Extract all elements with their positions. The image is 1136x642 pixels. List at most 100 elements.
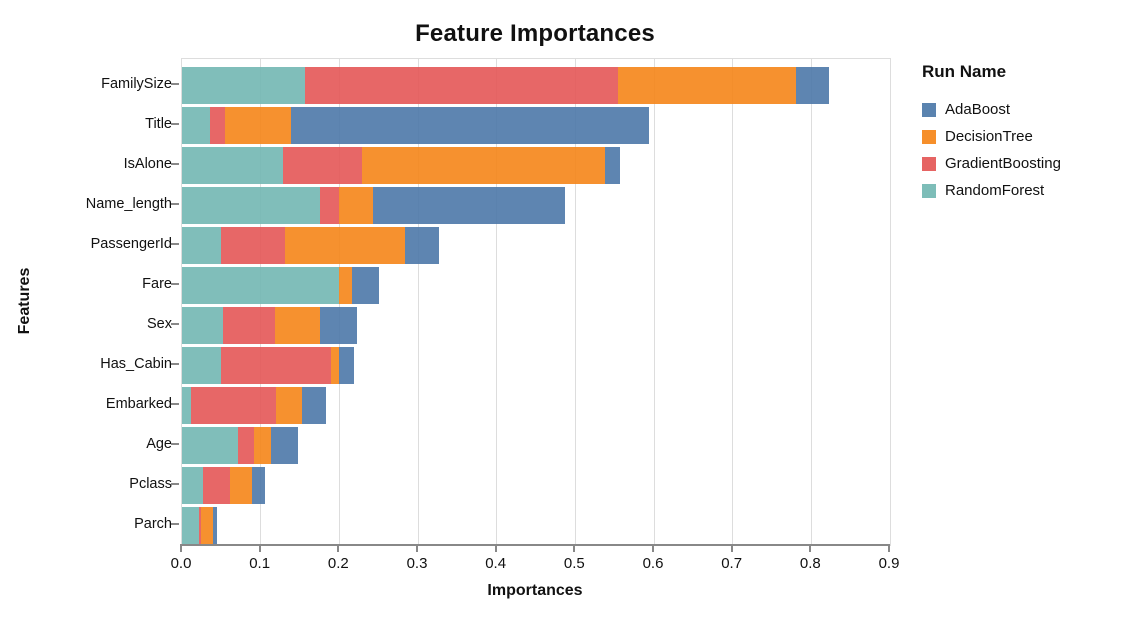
x-tick-label: 0.4 [485, 555, 507, 572]
y-tick [171, 83, 179, 85]
gradientboosting-swatch-icon [922, 156, 936, 171]
x-axis-line [180, 544, 890, 546]
y-tick [171, 123, 179, 125]
bar-segment-gradientboosting [203, 466, 230, 504]
legend-item: RandomForest [922, 177, 1122, 204]
y-tick [171, 243, 179, 245]
bar-segment-decisiontree [285, 226, 405, 264]
randomforest-swatch-icon [922, 183, 936, 198]
bar-segment-decisiontree [339, 186, 374, 224]
x-tick-label: 0.2 [327, 555, 349, 572]
bar-segment-randomforest [182, 186, 321, 224]
chart-title: Feature Importances [415, 20, 655, 47]
bar-segment-gradientboosting [199, 506, 201, 544]
y-tick [171, 363, 179, 365]
gridline [653, 59, 655, 546]
bar-segment-gradientboosting [304, 66, 618, 104]
y-tick [171, 323, 179, 325]
bar-segment-decisiontree [330, 346, 339, 384]
y-axis-label: FamilySize [101, 76, 172, 92]
legend-items: AdaBoost DecisionTree GradientBoosting Rand… [922, 96, 1122, 204]
y-axis-label: Name_length [85, 196, 172, 212]
bar-segment-randomforest [182, 66, 305, 104]
y-axis-label: Sex [147, 316, 172, 332]
decisiontree-swatch-icon [922, 129, 936, 144]
x-tick-label: 0.3 [406, 555, 428, 572]
x-tick-label: 0.6 [642, 555, 664, 572]
bar-segment-adaboost [252, 466, 265, 504]
x-tick [494, 546, 497, 552]
bar-segment-randomforest [182, 306, 223, 344]
bar-segment-gradientboosting [221, 346, 331, 384]
bar-segment-adaboost [212, 506, 218, 544]
bar-segment-adaboost [270, 426, 298, 464]
x-tick [652, 546, 654, 552]
bar-segment-gradientboosting [283, 146, 363, 184]
bar-segment-decisiontree [274, 306, 321, 344]
x-tick-label: 0.8 [799, 555, 821, 572]
y-tick [171, 443, 179, 445]
bar-segment-adaboost [373, 186, 566, 224]
bar-segment-adaboost [290, 106, 650, 144]
bar-segment-decisiontree [229, 466, 252, 504]
y-tick [171, 203, 179, 205]
y-tick [171, 163, 179, 165]
bar-segment-adaboost [338, 346, 355, 384]
x-tick [809, 546, 812, 552]
bar-segment-gradientboosting [320, 186, 340, 224]
bar-segment-decisiontree [225, 106, 291, 144]
bar-segment-decisiontree [275, 386, 302, 424]
y-axis-label: Pclass [129, 476, 172, 492]
bar-segment-adaboost [351, 266, 380, 304]
legend: Run Name AdaBoost DecisionTree GradientBoo… [922, 62, 1122, 204]
legend-item: GradientBoosting [922, 150, 1122, 177]
legend-title: Run Name [922, 62, 1007, 81]
y-axis-label: Parch [134, 516, 172, 532]
bar-segment-randomforest [182, 506, 200, 544]
legend-item-label: GradientBoosting [945, 155, 1061, 172]
bar-segment-adaboost [605, 146, 621, 184]
bar-segment-gradientboosting [191, 386, 276, 424]
bar-segment-gradientboosting [222, 306, 275, 344]
gridline [732, 59, 734, 546]
bar-segment-adaboost [796, 66, 829, 104]
bar-segment-randomforest [182, 466, 204, 504]
x-tick-label: 0.7 [721, 555, 743, 572]
bar-segment-randomforest [182, 346, 222, 384]
bar-segment-randomforest [182, 226, 222, 264]
legend-item: DecisionTree [922, 123, 1122, 150]
x-tick-label: 0.0 [170, 555, 192, 572]
bar-segment-decisiontree [338, 266, 352, 304]
y-tick [171, 523, 179, 525]
gridline [496, 59, 498, 546]
bar-segment-decisiontree [362, 146, 606, 184]
legend-item-label: RandomForest [945, 182, 1045, 199]
gridline [574, 59, 576, 546]
x-axis-title: Importances [487, 582, 583, 599]
x-tick [180, 546, 182, 552]
bar-segment-gradientboosting [237, 426, 254, 464]
bar-segment-adaboost [301, 386, 326, 424]
bar-segment-adaboost [404, 226, 440, 264]
bar-segment-randomforest [182, 386, 192, 424]
bar-segment-randomforest [182, 426, 238, 464]
x-tick [416, 546, 418, 552]
x-tick [730, 546, 733, 552]
y-axis-label: Title [145, 116, 172, 132]
y-tick [171, 483, 179, 485]
bar-segment-adaboost [320, 306, 358, 344]
bar-segment-gradientboosting [209, 106, 226, 144]
plot-area [181, 58, 891, 546]
bar-segment-randomforest [182, 146, 284, 184]
gridline [417, 59, 419, 546]
gridline [889, 59, 891, 546]
x-tick [888, 546, 890, 552]
adaboost-swatch-icon [922, 102, 936, 117]
bar-segment-decisiontree [253, 426, 271, 464]
bar-segment-randomforest [182, 106, 210, 144]
x-tick [258, 546, 261, 552]
legend-item-label: DecisionTree [945, 128, 1033, 145]
bar-segment-decisiontree [200, 506, 213, 544]
legend-item-label: AdaBoost [945, 101, 1011, 118]
